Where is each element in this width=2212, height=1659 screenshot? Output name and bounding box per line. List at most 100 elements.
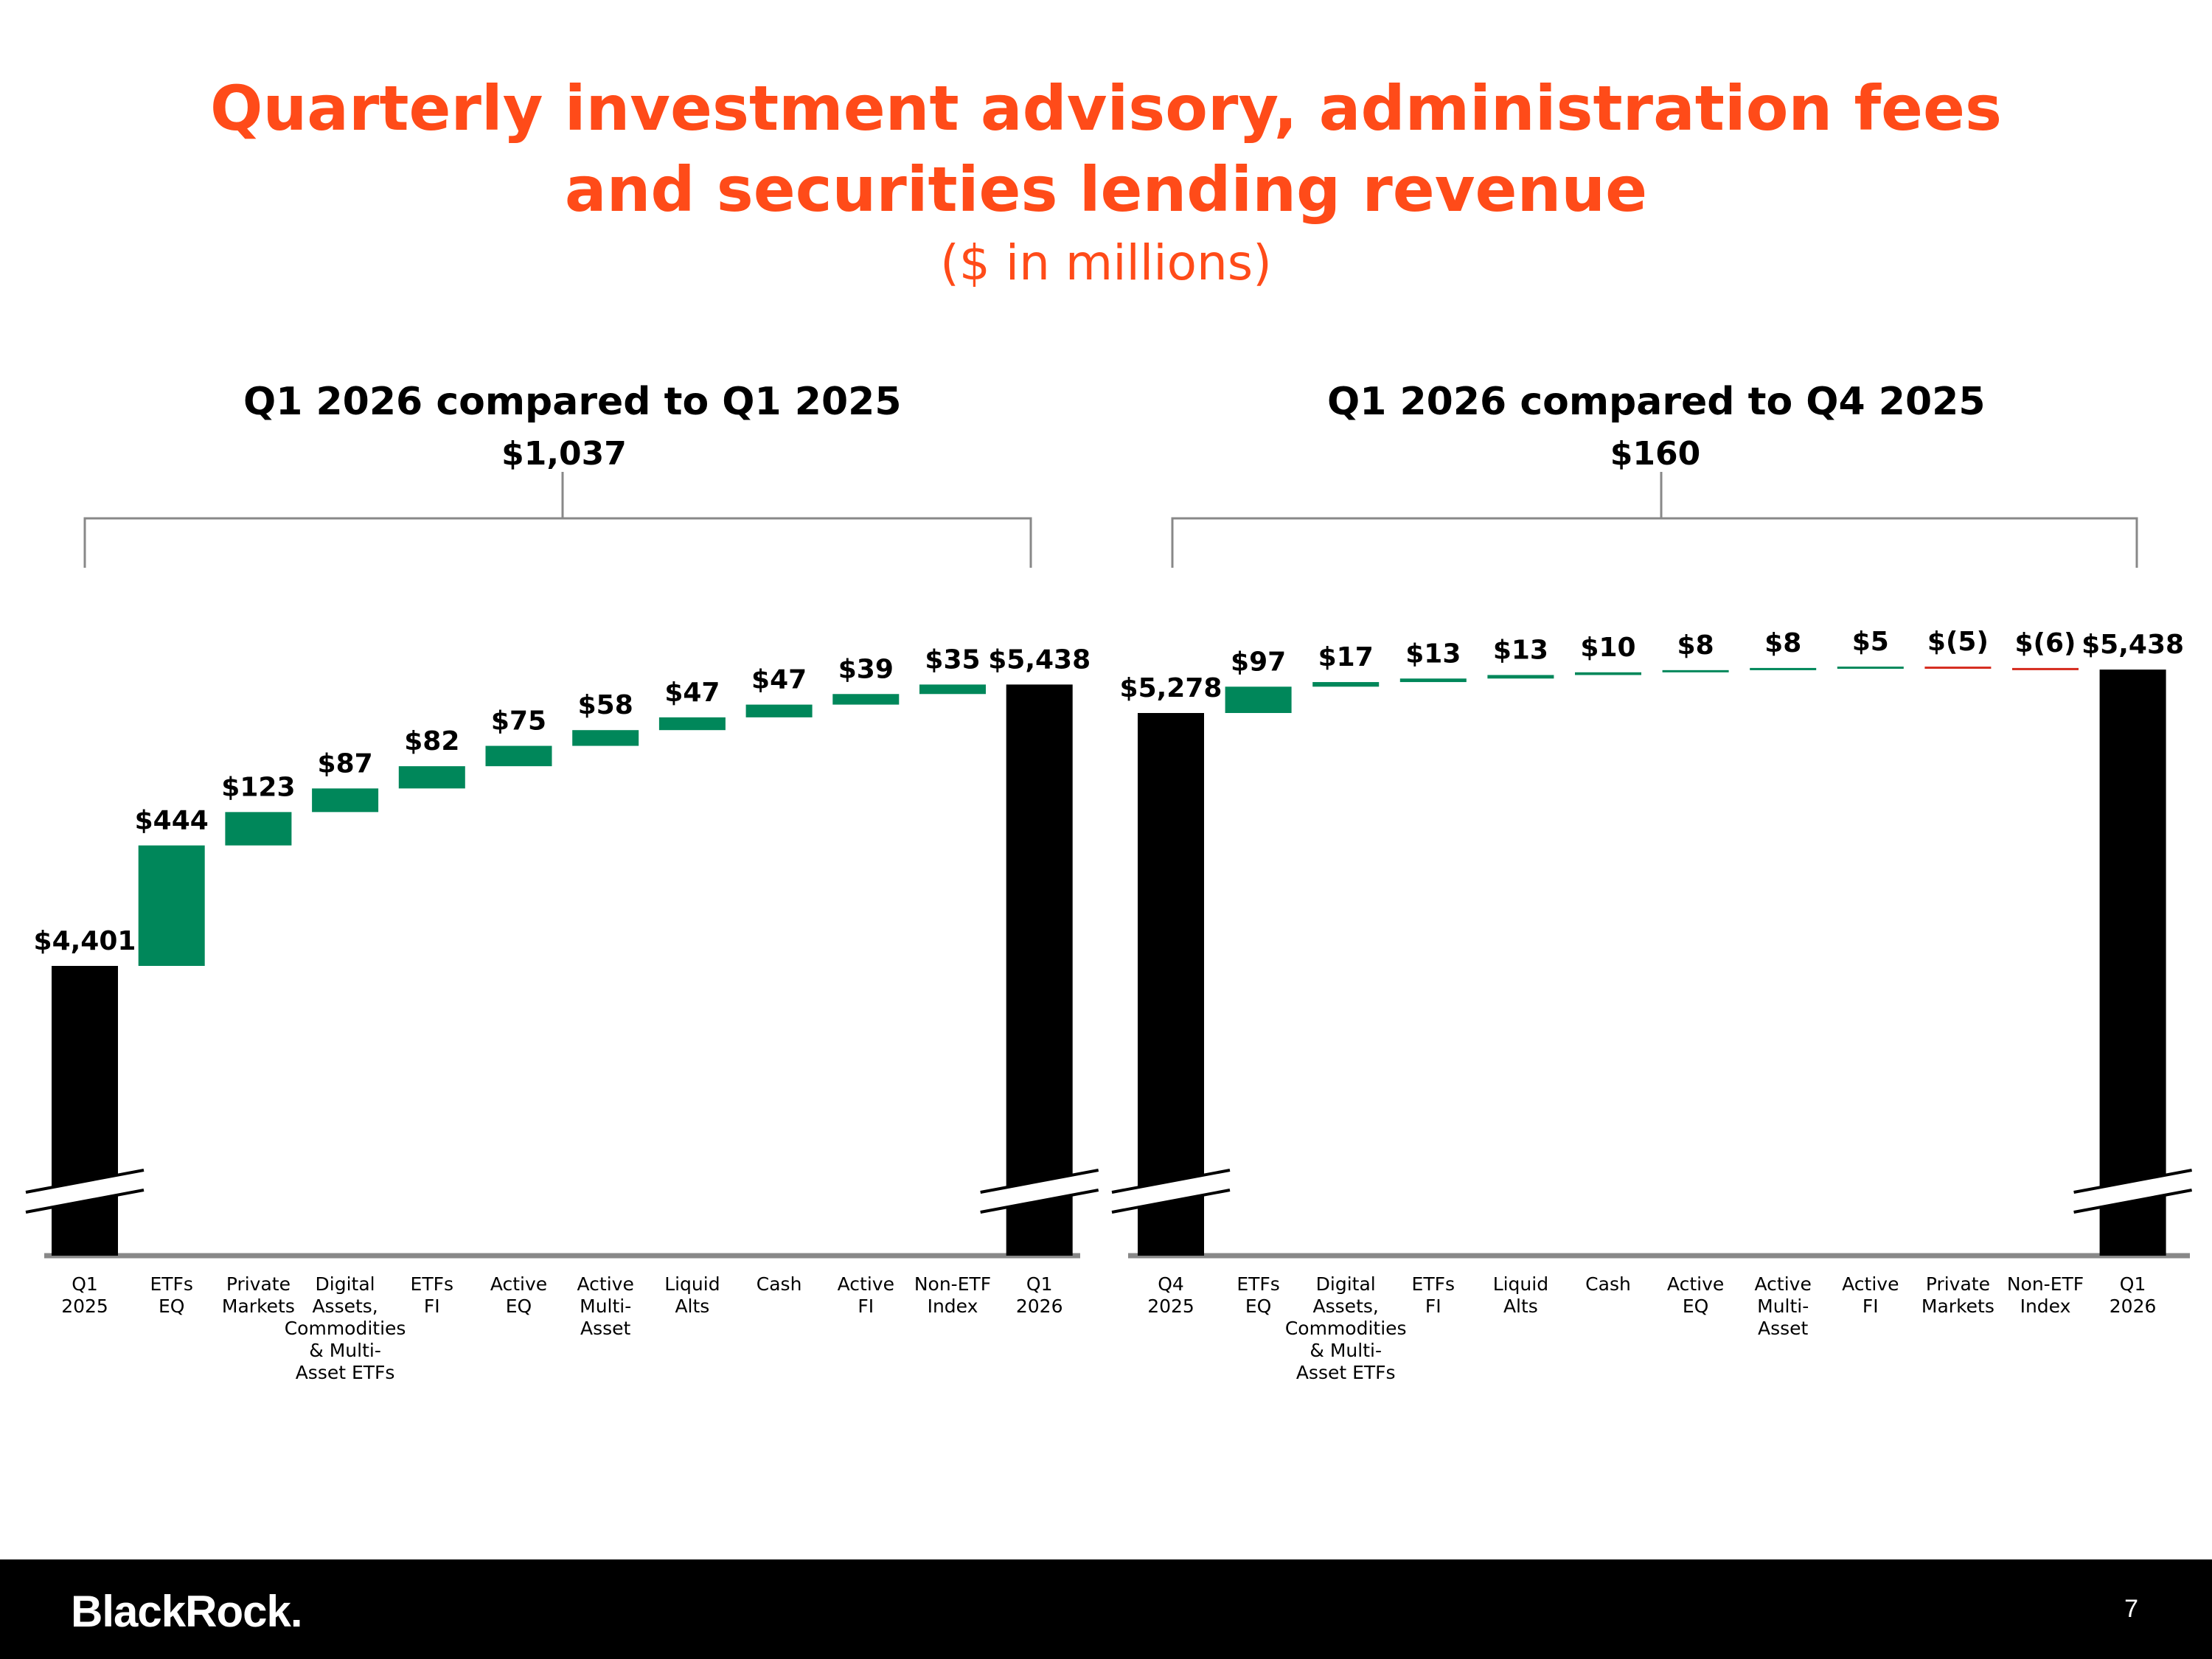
left-value-label: $58 <box>578 690 633 720</box>
right-category-label: ETFs <box>1237 1273 1279 1295</box>
right-bar <box>1662 669 1729 672</box>
left-category-label: EQ <box>159 1295 184 1317</box>
right-bar <box>1487 675 1554 679</box>
right-category-label: Q4 <box>1158 1273 1184 1295</box>
left-bar <box>485 745 552 767</box>
right-category-label: Q1 <box>2120 1273 2146 1295</box>
right-category-label: Liquid <box>1493 1273 1548 1295</box>
right-category-label: EQ <box>1245 1295 1271 1317</box>
page-title-line-2: and securities lending revenue <box>564 153 1648 226</box>
right-axis-break-line <box>1111 1189 1231 1214</box>
left-category-label: Active <box>577 1273 634 1295</box>
left-bar <box>312 788 379 813</box>
left-value-label: $39 <box>838 654 894 684</box>
left-category-label: Asset ETFs <box>296 1362 395 1383</box>
left-category-label: ETFs <box>150 1273 192 1295</box>
right-value-label: $8 <box>1764 628 1801 658</box>
left-bar <box>832 694 900 705</box>
right-value-label: $97 <box>1231 647 1286 677</box>
right-value-label: $13 <box>1493 635 1548 665</box>
left-category-label: Private <box>226 1273 291 1295</box>
right-bar <box>1575 672 1641 675</box>
right-bar <box>1837 667 1904 669</box>
left-bar <box>52 966 118 1256</box>
page-title: Quarterly investment advisory, administr… <box>0 68 2212 230</box>
left-axis-break-gap <box>980 1170 1099 1212</box>
page-title-line-1: Quarterly investment advisory, administr… <box>210 72 2002 145</box>
blackrock-logo: BlackRock. <box>71 1587 302 1636</box>
right-category-label: Alts <box>1503 1295 1538 1317</box>
left-axis-break-line <box>25 1169 145 1194</box>
right-axis-break-line <box>2073 1169 2192 1194</box>
left-category-label: Assets, <box>312 1295 378 1317</box>
right-value-label: $5,438 <box>2081 630 2184 660</box>
left-category-label: Non-ETF <box>914 1273 991 1295</box>
right-category-label: Active <box>1755 1273 1812 1295</box>
left-category-label: & Multi- <box>309 1340 381 1361</box>
page-subtitle: ($ in millions) <box>940 234 1272 291</box>
left-value-label: $47 <box>751 665 807 695</box>
footer-bar: BlackRock. 7 <box>0 1559 2212 1659</box>
right-category-label: Active <box>1667 1273 1724 1295</box>
left-axis-break-gap <box>26 1170 144 1212</box>
right-value-label: $(6) <box>2014 628 2076 658</box>
left-category-label: FI <box>858 1295 874 1317</box>
left-value-label: $87 <box>318 748 373 779</box>
right-category-label: ETFs <box>1412 1273 1455 1295</box>
right-category-label: Non-ETF <box>2007 1273 2084 1295</box>
right-bar <box>1312 682 1380 687</box>
left-category-label: Q1 <box>1026 1273 1053 1295</box>
left-category-label: Asset <box>580 1318 631 1339</box>
left-category-label: FI <box>424 1295 440 1317</box>
right-category-label: Index <box>2020 1295 2071 1317</box>
left-axis-break-line <box>980 1169 1099 1194</box>
right-category-label: & Multi- <box>1310 1340 1382 1361</box>
left-bar <box>658 717 726 731</box>
right-bar <box>1399 678 1467 683</box>
left-value-label: $47 <box>664 678 720 708</box>
left-category-label: 2025 <box>61 1295 108 1317</box>
left-bar <box>398 766 465 789</box>
left-category-label: Markets <box>222 1295 295 1317</box>
left-axis-break-line <box>980 1189 1099 1214</box>
right-category-label: Commodities <box>1285 1318 1407 1339</box>
right-value-label: $(5) <box>1927 627 1989 657</box>
right-bar <box>2012 667 2079 670</box>
right-axis-break-gap <box>1112 1170 1230 1212</box>
left-bar <box>225 812 292 846</box>
right-value-label: $10 <box>1580 633 1635 663</box>
left-category-label: EQ <box>506 1295 532 1317</box>
right-bar <box>1750 667 1817 670</box>
left-bar <box>138 845 205 966</box>
right-value-label: $5 <box>1852 627 1889 657</box>
left-value-label: $123 <box>221 772 295 802</box>
left-bar <box>745 704 813 717</box>
left-value-label: $4,401 <box>34 926 136 956</box>
left-value-label: $75 <box>491 706 546 737</box>
right-axis-break-line <box>1111 1169 1231 1194</box>
right-bar <box>2099 669 2166 1256</box>
left-category-label: Active <box>490 1273 547 1295</box>
right-chart-total-change: $160 <box>1610 435 1701 473</box>
left-category-label: Commodities <box>285 1318 406 1339</box>
right-category-label: EQ <box>1683 1295 1708 1317</box>
left-category-label: Index <box>928 1295 978 1317</box>
left-chart-title: Q1 2026 compared to Q1 2025 <box>243 380 902 424</box>
right-category-label: FI <box>1863 1295 1879 1317</box>
right-bracket <box>1171 472 2138 568</box>
right-category-label: Active <box>1842 1273 1899 1295</box>
right-axis-break-line <box>2073 1189 2192 1214</box>
left-chart-total-change: $1,037 <box>501 435 627 473</box>
right-category-label: Asset ETFs <box>1296 1362 1396 1383</box>
right-category-label: 2025 <box>1147 1295 1194 1317</box>
left-category-label: Digital <box>316 1273 375 1295</box>
left-category-label: Liquid <box>664 1273 720 1295</box>
right-category-label: Digital <box>1316 1273 1376 1295</box>
right-category-label: Multi- <box>1757 1295 1809 1317</box>
left-category-label: 2026 <box>1016 1295 1063 1317</box>
left-bar <box>572 730 639 746</box>
left-value-label: $35 <box>925 644 980 675</box>
right-category-label: FI <box>1425 1295 1441 1317</box>
left-category-label: Alts <box>675 1295 709 1317</box>
right-category-label: Cash <box>1585 1273 1631 1295</box>
